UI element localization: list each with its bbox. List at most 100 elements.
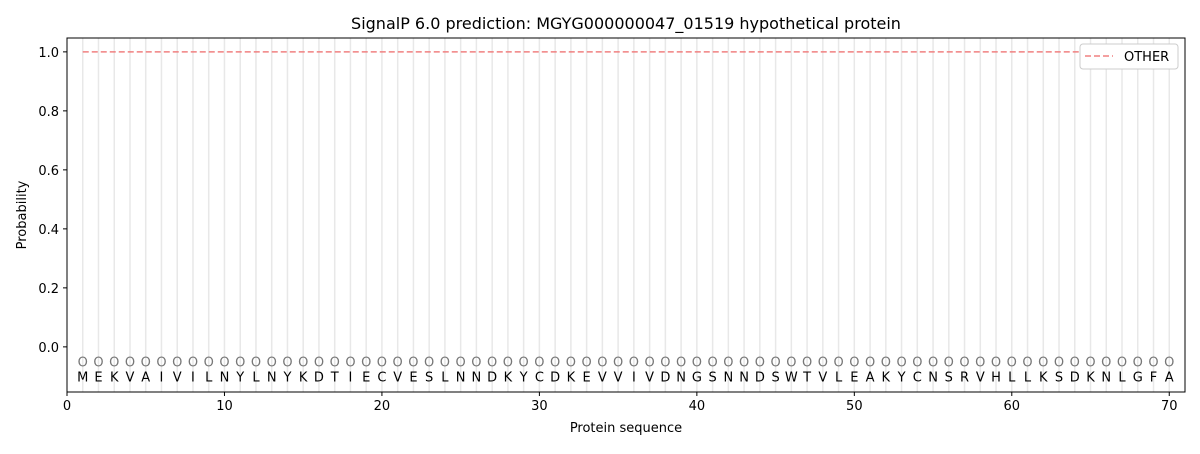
residue-label: A bbox=[866, 370, 875, 385]
predicted-label: O bbox=[78, 356, 88, 371]
residue-label: V bbox=[173, 370, 182, 385]
predicted-label: O bbox=[1101, 356, 1111, 371]
predicted-label: O bbox=[345, 356, 355, 371]
y-tick-label: 0.8 bbox=[38, 105, 59, 120]
predicted-label: O bbox=[424, 356, 434, 371]
predicted-label: O bbox=[928, 356, 938, 371]
residue-label: K bbox=[567, 370, 576, 385]
residue-label: A bbox=[141, 370, 150, 385]
residue-label: S bbox=[425, 370, 433, 385]
predicted-label: O bbox=[550, 356, 560, 371]
y-axis-label: Probability bbox=[15, 180, 30, 249]
predicted-label: O bbox=[251, 356, 261, 371]
residue-label: R bbox=[960, 370, 969, 385]
predicted-label: O bbox=[487, 356, 497, 371]
residue-label: N bbox=[220, 370, 230, 385]
predicted-label: O bbox=[1054, 356, 1064, 371]
predicted-label: O bbox=[156, 356, 166, 371]
predicted-label: O bbox=[582, 356, 592, 371]
residue-label: S bbox=[1055, 370, 1063, 385]
predicted-label: O bbox=[959, 356, 969, 371]
predicted-label: O bbox=[519, 356, 529, 371]
predicted-label: O bbox=[645, 356, 655, 371]
predicted-label: O bbox=[881, 356, 891, 371]
residue-label: Y bbox=[282, 370, 291, 385]
predicted-label: O bbox=[566, 356, 576, 371]
residue-label: L bbox=[1008, 370, 1016, 385]
residue-label: G bbox=[692, 370, 702, 385]
residue-label: K bbox=[882, 370, 891, 385]
residue-label: N bbox=[676, 370, 686, 385]
predicted-label: O bbox=[471, 356, 481, 371]
predicted-label: O bbox=[865, 356, 875, 371]
predicted-label: O bbox=[613, 356, 623, 371]
predicted-label: O bbox=[298, 356, 308, 371]
x-axis-label: Protein sequence bbox=[570, 421, 682, 436]
x-tick-label: 10 bbox=[216, 399, 233, 414]
residue-label: N bbox=[1101, 370, 1111, 385]
residue-label: V bbox=[645, 370, 654, 385]
residue-label: W bbox=[785, 370, 798, 385]
residue-label: V bbox=[598, 370, 607, 385]
residue-label: D bbox=[755, 370, 765, 385]
residue-label: S bbox=[708, 370, 716, 385]
residue-label: I bbox=[632, 370, 636, 385]
predicted-label: O bbox=[1117, 356, 1127, 371]
predicted-label: O bbox=[172, 356, 182, 371]
residue-label: L bbox=[835, 370, 843, 385]
x-tick-label: 20 bbox=[374, 399, 391, 414]
residue-label: I bbox=[349, 370, 353, 385]
residue-label: T bbox=[802, 370, 811, 385]
predicted-label: O bbox=[456, 356, 466, 371]
residue-label: E bbox=[94, 370, 102, 385]
chart-title: SignalP 6.0 prediction: MGYG000000047_01… bbox=[351, 14, 901, 34]
plot-frame bbox=[66, 37, 1186, 393]
predicted-label: O bbox=[1007, 356, 1017, 371]
x-tick-label: 60 bbox=[1004, 399, 1021, 414]
residue-label: M bbox=[77, 370, 88, 385]
x-tick-label: 40 bbox=[689, 399, 706, 414]
legend-label-other: OTHER bbox=[1124, 50, 1169, 65]
predicted-label: O bbox=[282, 356, 292, 371]
x-tick-label: 50 bbox=[846, 399, 863, 414]
residue-label: L bbox=[205, 370, 213, 385]
residue-label: D bbox=[487, 370, 497, 385]
residue-label: L bbox=[441, 370, 449, 385]
residue-label: D bbox=[314, 370, 324, 385]
predicted-label: O bbox=[1070, 356, 1080, 371]
predicted-label: O bbox=[707, 356, 717, 371]
predicted-label: O bbox=[896, 356, 906, 371]
residue-label: Y bbox=[235, 370, 244, 385]
residue-label: K bbox=[110, 370, 119, 385]
residue-label: V bbox=[614, 370, 623, 385]
grid-lines bbox=[81, 38, 1171, 392]
predicted-label: O bbox=[267, 356, 277, 371]
predicted-label: O bbox=[676, 356, 686, 371]
predicted-label: O bbox=[235, 356, 245, 371]
residue-label: V bbox=[976, 370, 985, 385]
predicted-label: O bbox=[849, 356, 859, 371]
predicted-label: O bbox=[393, 356, 403, 371]
residue-label: I bbox=[160, 370, 164, 385]
residue-label: V bbox=[393, 370, 402, 385]
residue-label: Y bbox=[519, 370, 528, 385]
predicted-label: O bbox=[1164, 356, 1174, 371]
predicted-label: O bbox=[141, 356, 151, 371]
predicted-label: O bbox=[770, 356, 780, 371]
predicted-label: O bbox=[377, 356, 387, 371]
sequence-layer: OMOEOKOVOAOIOVOIOLONOYOLONOYOKODOTOIOEOC… bbox=[77, 356, 1174, 386]
residue-label: A bbox=[1165, 370, 1174, 385]
predicted-label: O bbox=[692, 356, 702, 371]
residue-label: L bbox=[1024, 370, 1032, 385]
predicted-label: O bbox=[629, 356, 639, 371]
predicted-label: O bbox=[786, 356, 796, 371]
predicted-label: O bbox=[503, 356, 513, 371]
residue-label: C bbox=[535, 370, 544, 385]
predicted-label: O bbox=[188, 356, 198, 371]
residue-label: T bbox=[330, 370, 339, 385]
predicted-label: O bbox=[93, 356, 103, 371]
residue-label: D bbox=[550, 370, 560, 385]
residue-label: K bbox=[1086, 370, 1095, 385]
residue-label: V bbox=[818, 370, 827, 385]
